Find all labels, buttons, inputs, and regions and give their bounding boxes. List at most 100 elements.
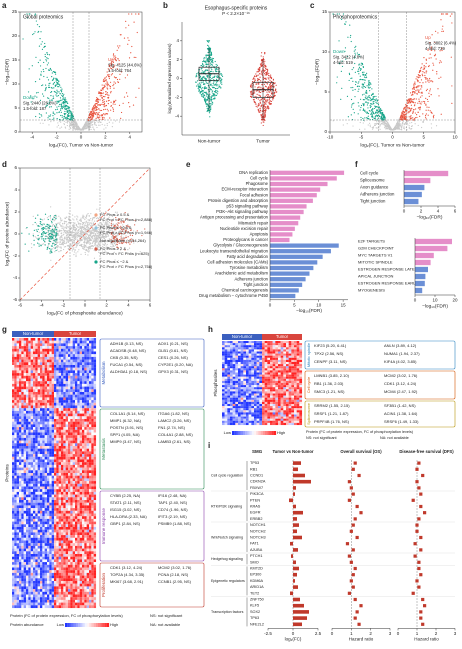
- point: [57, 246, 59, 249]
- point: [256, 71, 258, 73]
- point: [73, 236, 75, 238]
- point: [215, 78, 218, 80]
- point: [366, 117, 368, 119]
- point: [371, 128, 374, 130]
- point: [403, 108, 405, 110]
- point: [56, 92, 58, 95]
- point: [88, 226, 90, 229]
- point: [62, 241, 65, 244]
- point: [43, 46, 45, 48]
- point: [451, 13, 453, 15]
- point: [386, 123, 388, 126]
- point: [52, 237, 54, 240]
- point: [87, 234, 90, 236]
- p-value: P < 2.2×10⁻¹⁶: [222, 11, 250, 16]
- point: [90, 222, 93, 224]
- point: [409, 116, 412, 118]
- point: [60, 246, 62, 248]
- point: [367, 99, 369, 101]
- point: [273, 95, 275, 97]
- point: [253, 77, 255, 80]
- point: [419, 81, 421, 84]
- point: [118, 63, 120, 65]
- point: [258, 94, 260, 96]
- point: [210, 59, 212, 61]
- point: [268, 75, 270, 77]
- point: [39, 37, 41, 40]
- point: [360, 78, 362, 81]
- point: [53, 87, 55, 89]
- category-label: Glycolysis / Gluconeogenesis: [213, 243, 268, 248]
- point: [377, 112, 379, 114]
- point: [91, 218, 94, 221]
- point: [83, 228, 86, 230]
- point: [94, 124, 96, 126]
- panel-label: c: [310, 1, 315, 10]
- y-tick-label: 0: [14, 129, 17, 134]
- point: [372, 96, 374, 98]
- point: [376, 115, 378, 118]
- point: [95, 225, 97, 227]
- point: [410, 97, 412, 100]
- point: [209, 110, 211, 112]
- point: [264, 74, 266, 76]
- point: [50, 245, 53, 247]
- point: [94, 104, 96, 106]
- point: [32, 235, 34, 237]
- point: [51, 220, 53, 223]
- point: [92, 114, 94, 117]
- point: [84, 239, 86, 241]
- point: [446, 13, 448, 15]
- point: [263, 110, 265, 112]
- point: [46, 76, 48, 78]
- point: [94, 113, 96, 115]
- point: [364, 97, 366, 99]
- point: [253, 98, 255, 101]
- point: [51, 231, 53, 233]
- point: [86, 118, 89, 120]
- point: [95, 234, 97, 236]
- point: [259, 73, 261, 75]
- point: [370, 112, 373, 114]
- point: [105, 93, 107, 95]
- point: [360, 104, 363, 107]
- point: [427, 109, 429, 111]
- point: [97, 116, 99, 118]
- point: [373, 98, 375, 101]
- point: [440, 76, 442, 78]
- point: [52, 236, 54, 238]
- point: [203, 70, 205, 73]
- point: [379, 128, 381, 130]
- point: [424, 114, 427, 116]
- point: [74, 129, 76, 131]
- point: [398, 121, 400, 123]
- point: [85, 242, 88, 244]
- point: [266, 91, 268, 93]
- category-label: Leukocyte transendothelial migration: [200, 248, 269, 253]
- point: [61, 99, 63, 101]
- point: [396, 127, 399, 129]
- point: [120, 34, 122, 36]
- y-tick-label: 10: [322, 49, 328, 54]
- point: [395, 125, 397, 127]
- point: [364, 79, 366, 81]
- point: [52, 111, 54, 113]
- point: [350, 114, 352, 116]
- point: [368, 99, 370, 101]
- point: [59, 100, 61, 102]
- point: [61, 107, 63, 109]
- point: [94, 109, 96, 111]
- point: [41, 115, 43, 117]
- point: [413, 87, 415, 89]
- point: [32, 233, 34, 235]
- point: [97, 237, 99, 240]
- point: [52, 83, 54, 85]
- point: [350, 106, 353, 108]
- point: [45, 60, 48, 62]
- point: [63, 237, 65, 240]
- bar: [270, 215, 301, 220]
- point: [69, 124, 71, 126]
- point: [395, 128, 397, 130]
- point: [416, 116, 418, 119]
- point: [424, 116, 427, 118]
